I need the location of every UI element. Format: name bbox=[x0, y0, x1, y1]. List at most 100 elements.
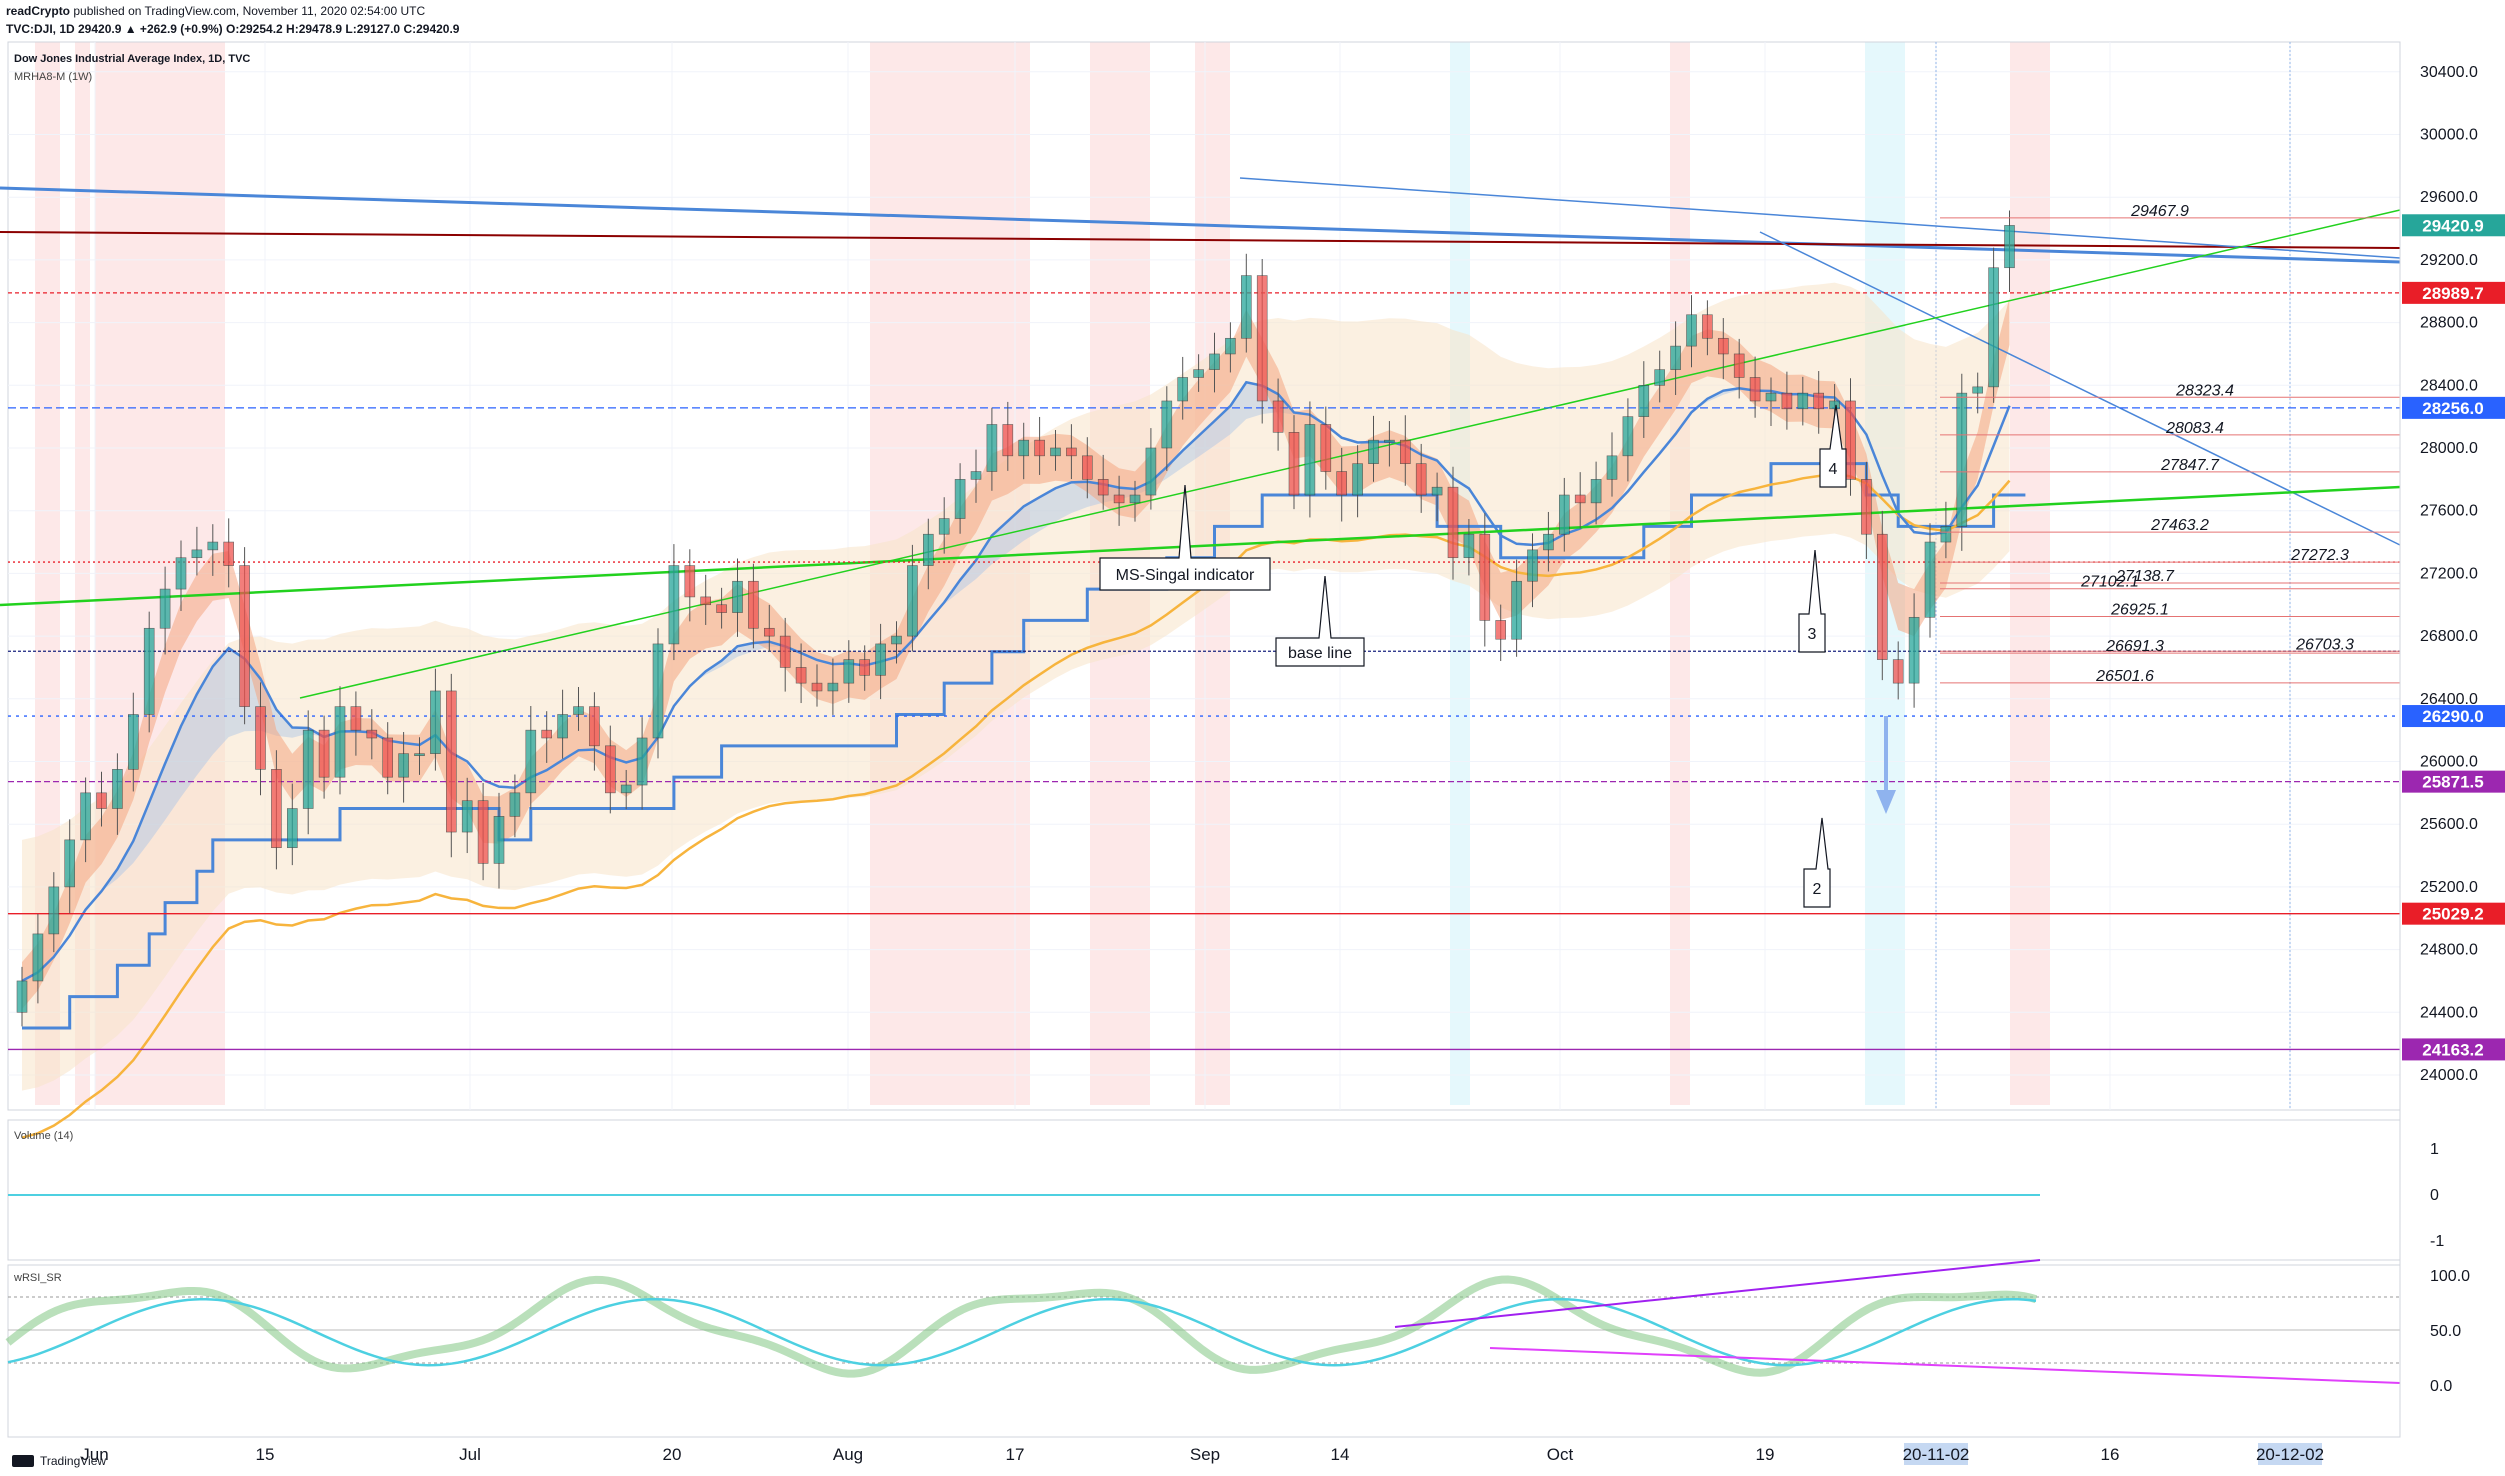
candle-body bbox=[1988, 267, 1999, 388]
candle-body bbox=[1002, 424, 1014, 457]
candle bbox=[907, 544, 918, 652]
price-tag-text: 25029.2 bbox=[2422, 905, 2483, 924]
price-tag bbox=[2402, 902, 2505, 925]
candle-body bbox=[636, 737, 648, 786]
candle-body bbox=[1654, 369, 1665, 386]
candle-body bbox=[795, 667, 807, 684]
callout-shape bbox=[1099, 484, 1271, 591]
candle-body bbox=[1765, 392, 1777, 402]
price-tag bbox=[2402, 705, 2505, 728]
candle bbox=[986, 407, 998, 491]
candle-body bbox=[1161, 400, 1173, 449]
candle-body bbox=[1845, 400, 1856, 480]
wrsi-tick: 50.0 bbox=[2430, 1323, 2461, 1340]
candle-body bbox=[1066, 447, 1077, 457]
candle bbox=[859, 645, 871, 691]
annotation-3[interactable]: 3 bbox=[1798, 549, 1826, 653]
callout-text: MS-Singal indicator bbox=[1116, 567, 1255, 584]
candle bbox=[732, 558, 743, 637]
annotation-baseline[interactable]: base line bbox=[1275, 575, 1365, 667]
annotation-4[interactable]: 4 bbox=[1819, 404, 1847, 488]
candle-body bbox=[1686, 314, 1697, 347]
candle bbox=[1479, 513, 1491, 647]
candle-body bbox=[493, 816, 505, 864]
down-arrow bbox=[1876, 716, 1896, 814]
candle bbox=[32, 914, 44, 1004]
candle-body bbox=[382, 737, 394, 778]
y-tick-label: 26400.0 bbox=[2420, 691, 2478, 708]
trend-lines bbox=[0, 177, 2401, 1384]
price-tag bbox=[2402, 396, 2505, 419]
candle bbox=[843, 640, 855, 703]
candle bbox=[922, 518, 934, 590]
candle bbox=[1113, 475, 1125, 526]
callout-shape bbox=[1819, 404, 1847, 488]
x-tick-label: 20-11-02 bbox=[1903, 1445, 1970, 1464]
candle-body bbox=[1733, 353, 1745, 378]
wrsi-lower-trend bbox=[1489, 1347, 2401, 1384]
candle-body bbox=[430, 690, 441, 754]
candle-body bbox=[302, 729, 314, 809]
publisher-name[interactable]: readCrypto bbox=[6, 4, 71, 18]
candle bbox=[1209, 332, 1220, 393]
candle bbox=[1018, 422, 1030, 480]
candle-body bbox=[1431, 486, 1443, 496]
candle-body bbox=[207, 541, 219, 551]
candle-body bbox=[684, 565, 696, 598]
y-tick-label: 30000.0 bbox=[2420, 127, 2478, 144]
candle-body bbox=[1177, 377, 1188, 402]
candle-body bbox=[1368, 439, 1379, 464]
candle-body bbox=[1972, 386, 1983, 394]
candle-body bbox=[827, 682, 839, 692]
candle bbox=[366, 709, 378, 760]
price-tag bbox=[2402, 214, 2505, 237]
candle bbox=[1845, 378, 1856, 496]
candle-body bbox=[1940, 526, 1952, 543]
candle-body bbox=[255, 706, 266, 770]
y-tick-label: 26000.0 bbox=[2420, 754, 2478, 771]
callout-text: base line bbox=[1288, 645, 1352, 662]
annotation-ms-signal[interactable]: MS-Singal indicator bbox=[1099, 484, 1271, 591]
candle bbox=[1431, 472, 1443, 522]
candle-body bbox=[1892, 659, 1904, 684]
candle bbox=[302, 710, 314, 835]
candle bbox=[525, 706, 537, 810]
candle-body bbox=[1749, 377, 1761, 402]
y-tick-label: 28400.0 bbox=[2420, 377, 2478, 394]
candle-body bbox=[509, 792, 521, 817]
candle-body bbox=[1209, 353, 1220, 370]
wrsi-signal bbox=[7, 1297, 2037, 1367]
candle bbox=[493, 792, 505, 889]
candle-body bbox=[350, 706, 362, 731]
candle-body bbox=[1956, 392, 1968, 527]
y-tick-label: 27600.0 bbox=[2420, 503, 2478, 520]
candle-body bbox=[1241, 275, 1252, 339]
candle bbox=[334, 686, 346, 795]
candle bbox=[159, 566, 171, 655]
candle-body bbox=[541, 729, 553, 739]
candle bbox=[382, 722, 394, 795]
candle bbox=[970, 449, 982, 503]
candle-body bbox=[318, 729, 330, 778]
price-label-26290.0: 26290.0 bbox=[2402, 705, 2505, 728]
candle-body bbox=[716, 604, 727, 613]
candle bbox=[1368, 415, 1379, 482]
candle bbox=[700, 574, 712, 625]
annotation-2[interactable]: 2 bbox=[1803, 817, 1831, 908]
x-tick-label: 20 bbox=[663, 1445, 682, 1464]
candle bbox=[1924, 523, 1936, 638]
x-tick-label: Jun bbox=[81, 1445, 108, 1464]
callout-text: 4 bbox=[1829, 461, 1838, 478]
wrsi-tick: 100.0 bbox=[2430, 1268, 2470, 1285]
candle-body bbox=[1415, 463, 1427, 496]
candle-body bbox=[1352, 463, 1363, 496]
wrsi-upper-trend bbox=[1394, 1259, 2041, 1328]
tradingview-logo[interactable]: TradingView bbox=[12, 1454, 106, 1468]
symbol-legend: Dow Jones Industrial Average Index, 1D, … bbox=[14, 53, 250, 65]
candle-body bbox=[1018, 439, 1030, 457]
x-tick-label: 15 bbox=[256, 1445, 275, 1464]
price-label-25871.5: 25871.5 bbox=[2402, 770, 2505, 793]
candle bbox=[271, 750, 282, 870]
candle-body bbox=[1034, 439, 1045, 457]
